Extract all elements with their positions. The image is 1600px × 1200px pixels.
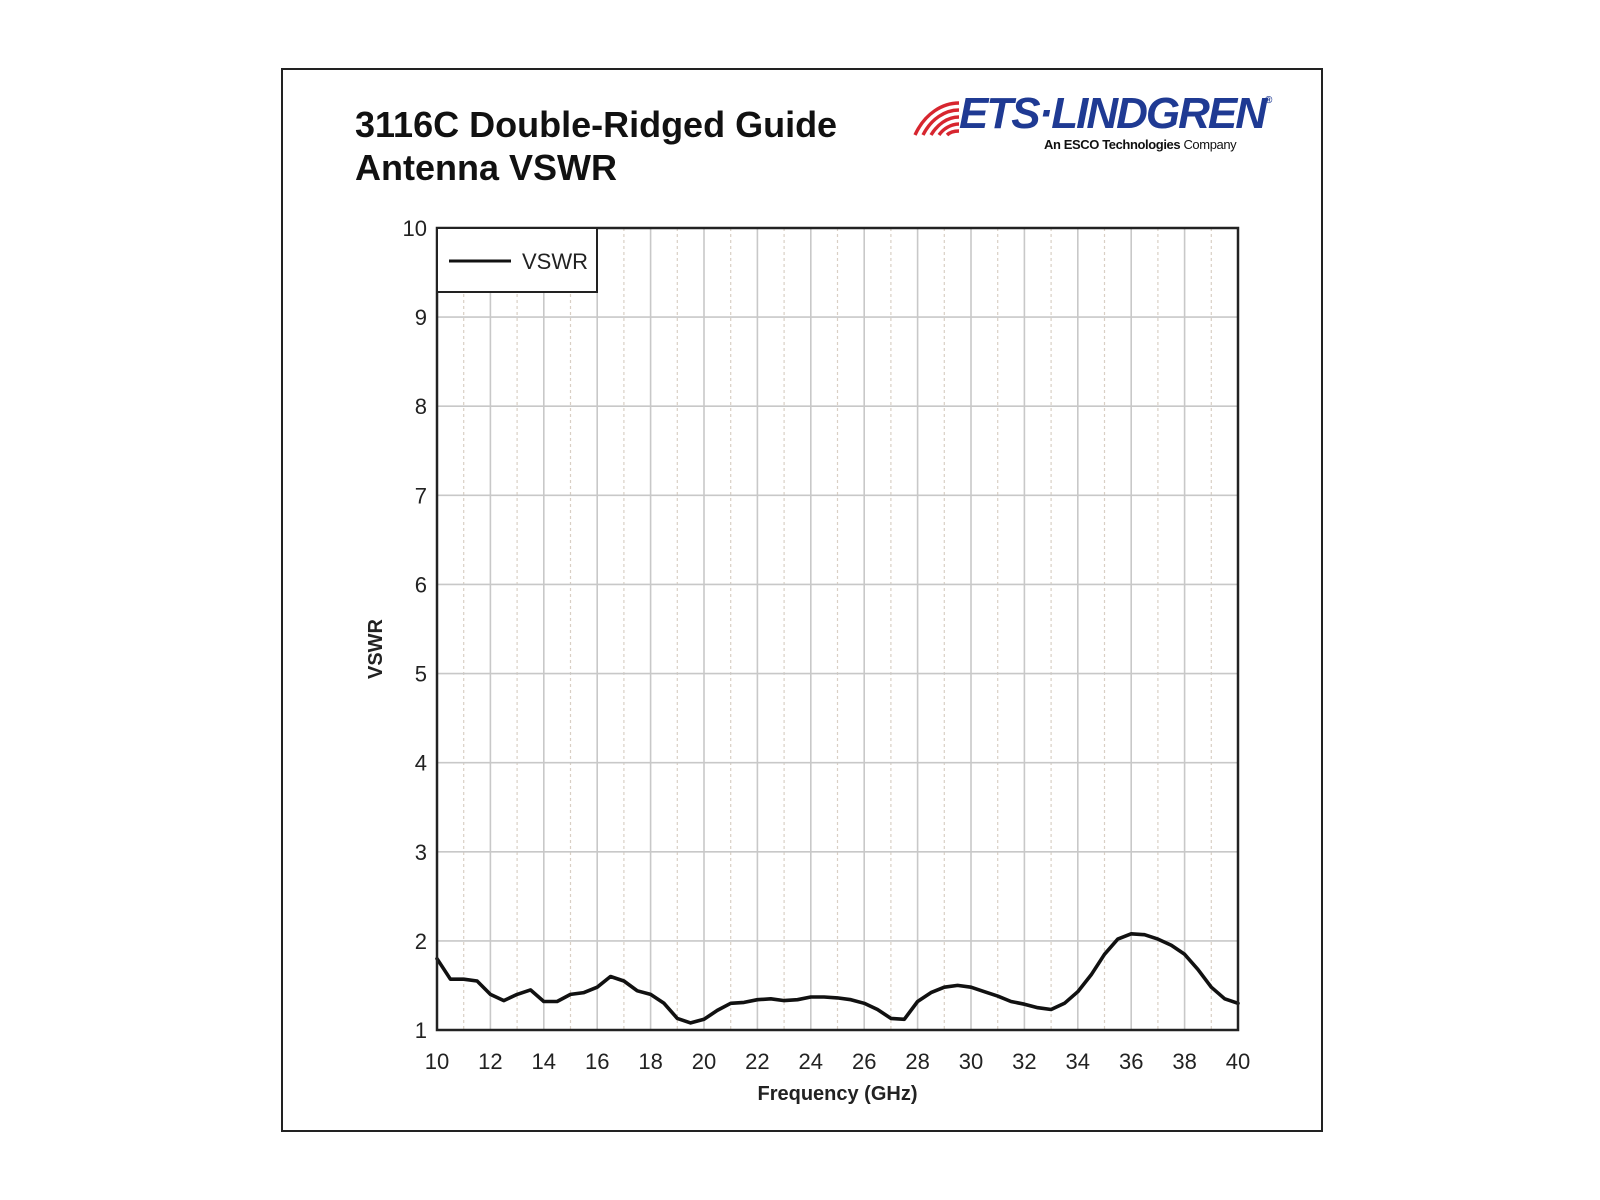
x-tick-label: 18 bbox=[638, 1049, 662, 1074]
y-tick-label: 1 bbox=[415, 1018, 427, 1043]
y-tick-label: 9 bbox=[415, 305, 427, 330]
logo-wordmark: ETS·LINDGREN® bbox=[959, 89, 1273, 139]
plot-border bbox=[435, 226, 1240, 1032]
tagline-rest: Company bbox=[1180, 137, 1237, 152]
page-title: 3116C Double-Ridged Guide Antenna VSWR bbox=[355, 103, 837, 189]
x-tick-label: 28 bbox=[905, 1049, 929, 1074]
title-line-2: Antenna VSWR bbox=[355, 147, 618, 188]
ets-lindgren-logo: ETS·LINDGREN® An ESCO Technologies Compa… bbox=[913, 89, 1273, 155]
x-tick-label: 26 bbox=[852, 1049, 876, 1074]
tagline-bold: An ESCO Technologies bbox=[1044, 137, 1181, 152]
chart-frame bbox=[281, 68, 1323, 1132]
y-tick-label: 4 bbox=[415, 751, 427, 776]
y-tick-label: 8 bbox=[415, 394, 427, 419]
y-tick-label: 3 bbox=[415, 840, 427, 865]
y-tick-label: 5 bbox=[415, 662, 427, 687]
y-tick-label: 7 bbox=[415, 483, 427, 508]
x-axis-label: Frequency (GHz) bbox=[757, 1083, 917, 1105]
title-line-1: 3116C Double-Ridged Guide bbox=[355, 104, 838, 145]
chart-legend: VSWR bbox=[436, 227, 598, 293]
x-tick-label: 32 bbox=[1012, 1049, 1036, 1074]
chart-grid bbox=[436, 227, 1239, 1031]
x-tick-label: 34 bbox=[1066, 1049, 1090, 1074]
logo-brand-text: ETS·LINDGREN bbox=[959, 89, 1267, 138]
y-tick-label: 2 bbox=[415, 929, 427, 954]
y-axis-label: VSWR bbox=[365, 618, 387, 679]
legend-label: VSWR bbox=[522, 249, 588, 274]
x-tick-label: 10 bbox=[425, 1049, 449, 1074]
registered-mark: ® bbox=[1265, 95, 1273, 106]
chart-ticks: 10 12 14 16 18 20 22 24 26 28 30 32 34 36 38 4012345678… bbox=[403, 216, 1251, 1074]
x-tick-label: 22 bbox=[745, 1049, 769, 1074]
chart-series bbox=[435, 932, 1240, 1025]
x-tick-label: 20 bbox=[692, 1049, 716, 1074]
logo-waves-icon bbox=[913, 101, 960, 137]
y-tick-label: 6 bbox=[415, 572, 427, 597]
x-tick-label: 16 bbox=[585, 1049, 609, 1074]
y-tick-label: 10 bbox=[403, 216, 427, 241]
x-tick-label: 40 bbox=[1226, 1049, 1250, 1074]
x-tick-label: 38 bbox=[1172, 1049, 1196, 1074]
series-line-vswr bbox=[435, 932, 1240, 1025]
x-tick-label: 14 bbox=[532, 1049, 556, 1074]
x-tick-label: 24 bbox=[799, 1049, 823, 1074]
x-tick-label: 30 bbox=[959, 1049, 983, 1074]
x-tick-label: 36 bbox=[1119, 1049, 1143, 1074]
logo-tagline: An ESCO Technologies Company bbox=[1044, 137, 1237, 152]
x-tick-label: 12 bbox=[478, 1049, 502, 1074]
